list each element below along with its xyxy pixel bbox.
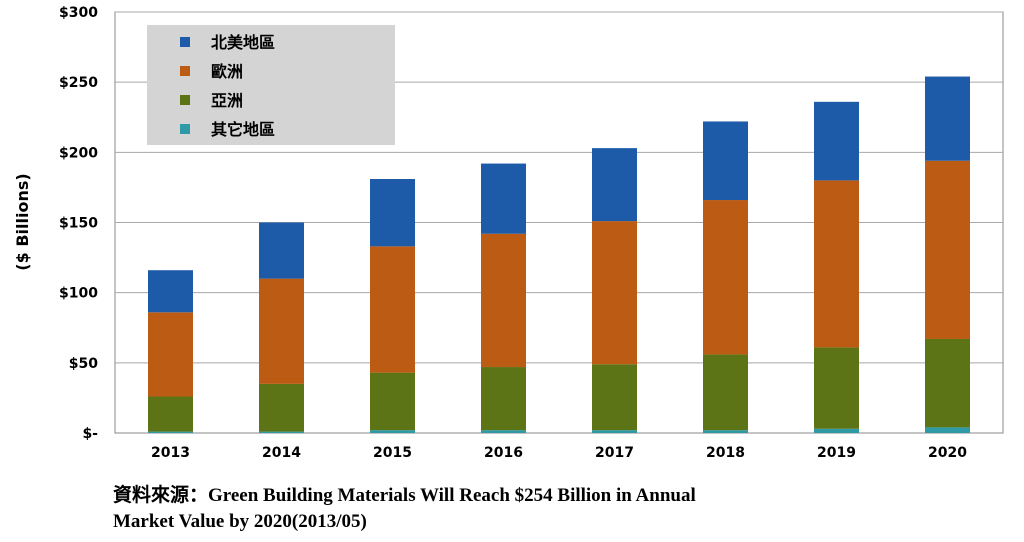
bar-segment [370, 246, 415, 373]
x-axis-ticks: 2013 2014 2015 2016 2017 2018 2019 2020 [151, 445, 967, 461]
x-tick-label: 2016 [484, 445, 523, 461]
x-tick-label: 2014 [262, 445, 301, 461]
stacked-bar-chart: $-$50$100$150$200$250$300 2013 2014 2015 20… [13, 5, 1004, 461]
y-axis-ticks: $- $50 $100 $150 $200 $250 $300 [59, 5, 98, 442]
legend-label: 北美地區 [211, 33, 275, 52]
source-note-line-2: Market Value by 2020(2013/05) [113, 511, 367, 532]
bar-segment [703, 354, 748, 431]
source-note: 資料來源：Green Building Materials Will Reach… [113, 483, 873, 535]
bar-segment [814, 428, 859, 433]
bar-segment [259, 431, 304, 433]
source-note-line-1: 資料來源：Green Building Materials Will Reach… [113, 485, 696, 506]
bar-segment [592, 148, 637, 222]
bar-segment [370, 178, 415, 247]
y-tick-label: $200 [59, 145, 98, 161]
bar-segment [481, 233, 526, 368]
bar-segment [925, 338, 970, 428]
bar-segment [925, 76, 970, 161]
y-axis-label: ($ Billions) [13, 173, 32, 270]
x-tick-label: 2018 [706, 445, 745, 461]
legend-swatch [180, 95, 190, 105]
y-tick-label: $- [82, 426, 98, 442]
y-tick-label: $50 [69, 356, 98, 372]
bar-segment [259, 222, 304, 279]
legend-swatch [180, 124, 190, 134]
y-tick-label: $300 [59, 5, 98, 21]
legend-swatch [180, 66, 190, 76]
bar-segment [925, 427, 970, 433]
legend-label: 亞洲 [211, 91, 243, 110]
bar-segment [481, 163, 526, 234]
legend-label: 歐洲 [211, 62, 243, 81]
y-tick-label: $100 [59, 286, 98, 302]
x-tick-label: 2015 [373, 445, 412, 461]
bar-segment [814, 347, 859, 429]
bar-segment [814, 180, 859, 348]
x-tick-label: 2019 [817, 445, 856, 461]
bar-segment [148, 431, 193, 433]
bar-segment [703, 430, 748, 433]
y-tick-label: $150 [59, 216, 98, 232]
x-tick-label: 2020 [928, 445, 967, 461]
legend-swatch [180, 37, 190, 47]
x-tick-label: 2017 [595, 445, 634, 461]
bar-segment [592, 364, 637, 431]
bar-segment [148, 312, 193, 397]
bar-segment [925, 160, 970, 339]
bar-segment [148, 396, 193, 432]
bar-segment [814, 101, 859, 181]
bar-segment [370, 430, 415, 433]
bar-segment [259, 278, 304, 384]
bar-segment [592, 430, 637, 433]
bar-segment [259, 383, 304, 432]
bar-segment [592, 221, 637, 365]
legend-label: 其它地區 [211, 120, 275, 139]
bar-segment [481, 430, 526, 433]
y-tick-label: $250 [59, 75, 98, 91]
bar-segment [370, 372, 415, 431]
bar-segment [481, 367, 526, 431]
bar-segment [703, 121, 748, 201]
bar-segment [148, 270, 193, 313]
x-tick-label: 2013 [151, 445, 190, 461]
bars [148, 76, 970, 433]
bar-segment [703, 200, 748, 355]
